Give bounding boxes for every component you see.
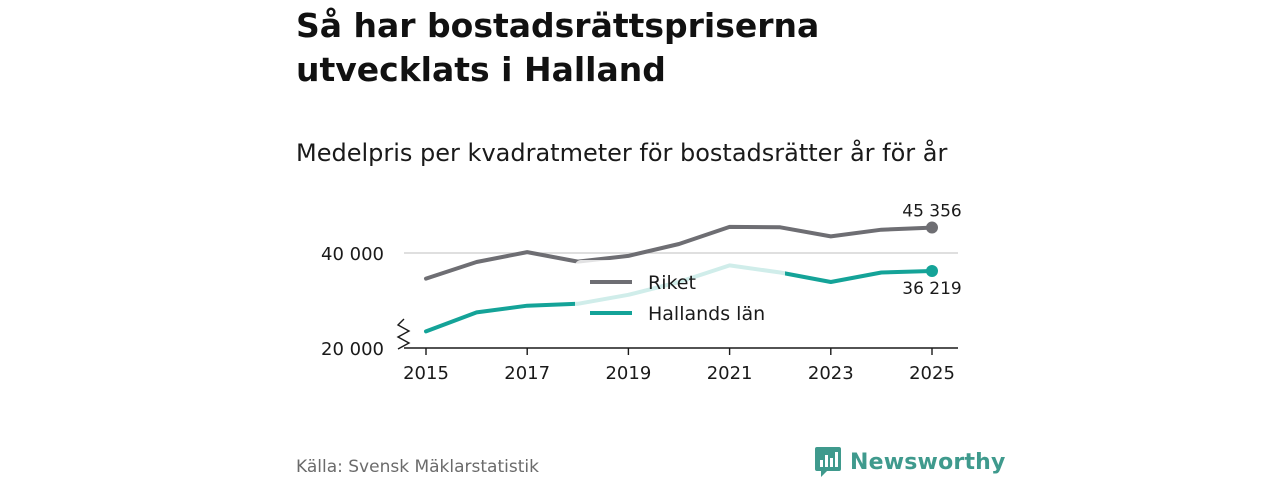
brand-name: Newsworthy: [850, 449, 1006, 475]
newsworthy-logo-icon: [815, 447, 841, 477]
end-value-label: 36 219: [902, 279, 961, 299]
x-tick-label: 2019: [605, 363, 651, 384]
legend: Riket Hallands län: [575, 260, 785, 328]
y-tick-label: 20 000: [321, 339, 384, 360]
end-point-marker: [926, 221, 938, 234]
legend-label: Hallands län: [648, 303, 765, 325]
x-tick-label: 2025: [909, 363, 955, 384]
series-line-riket: [424, 224, 934, 281]
axis-break-icon: [396, 318, 411, 350]
brand-logo[interactable]: Newsworthy: [814, 446, 1006, 478]
y-tick-label: 40 000: [321, 244, 384, 265]
chart-subtitle: Medelpris per kvadratmeter för bostadsrä…: [296, 139, 948, 167]
chart-title: Så har bostadsrättspriserna utvecklats i…: [296, 6, 820, 89]
legend-label: Riket: [648, 272, 696, 294]
x-tick-label: 2021: [707, 363, 753, 384]
end-value-label: 45 356: [902, 202, 961, 222]
axes: 20 000 40 000 2015 2017 2019 2021 2023 2025: [321, 244, 958, 384]
x-tick-label: 2017: [504, 363, 550, 384]
x-tick-label: 2015: [403, 363, 449, 384]
end-point-marker: [926, 264, 938, 277]
x-tick-label: 2023: [808, 363, 854, 384]
source-note: Källa: Svensk Mäklarstatistik: [296, 457, 539, 477]
end-labels: 45 356 36 219: [902, 202, 961, 299]
